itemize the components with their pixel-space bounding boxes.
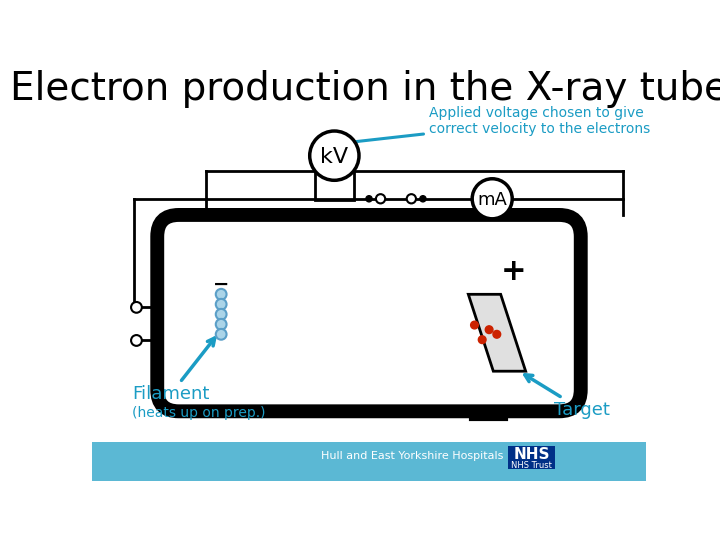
Polygon shape — [468, 294, 526, 371]
Bar — [315, 156, 354, 200]
Circle shape — [407, 194, 416, 204]
Text: +: + — [501, 256, 526, 286]
Circle shape — [216, 299, 227, 309]
Circle shape — [471, 321, 478, 329]
Text: Filament: Filament — [132, 338, 215, 403]
Text: Electron production in the X-ray tube: Electron production in the X-ray tube — [10, 70, 720, 109]
Circle shape — [478, 336, 486, 343]
Text: −: − — [213, 275, 230, 294]
Bar — [92, 442, 647, 481]
Text: Hull and East Yorkshire Hospitals: Hull and East Yorkshire Hospitals — [321, 451, 504, 461]
Circle shape — [216, 319, 227, 330]
Text: NHS: NHS — [513, 447, 550, 462]
FancyBboxPatch shape — [157, 215, 581, 411]
Text: NHS Trust: NHS Trust — [511, 461, 552, 470]
Circle shape — [154, 304, 161, 310]
Circle shape — [216, 309, 227, 320]
Circle shape — [216, 329, 227, 340]
Text: Target: Target — [525, 375, 610, 418]
Circle shape — [216, 289, 227, 300]
Circle shape — [493, 330, 500, 338]
Text: (heats up on prep.): (heats up on prep.) — [132, 406, 266, 420]
Circle shape — [485, 326, 493, 334]
Text: Applied voltage chosen to give
correct velocity to the electrons: Applied voltage chosen to give correct v… — [346, 106, 650, 145]
Circle shape — [472, 179, 512, 219]
Circle shape — [376, 194, 385, 204]
Circle shape — [310, 131, 359, 180]
Text: kV: kV — [320, 147, 348, 167]
Circle shape — [131, 335, 142, 346]
Text: mA: mA — [477, 191, 507, 208]
Circle shape — [131, 302, 142, 313]
Circle shape — [420, 195, 426, 202]
Bar — [508, 446, 555, 469]
Circle shape — [366, 195, 372, 202]
